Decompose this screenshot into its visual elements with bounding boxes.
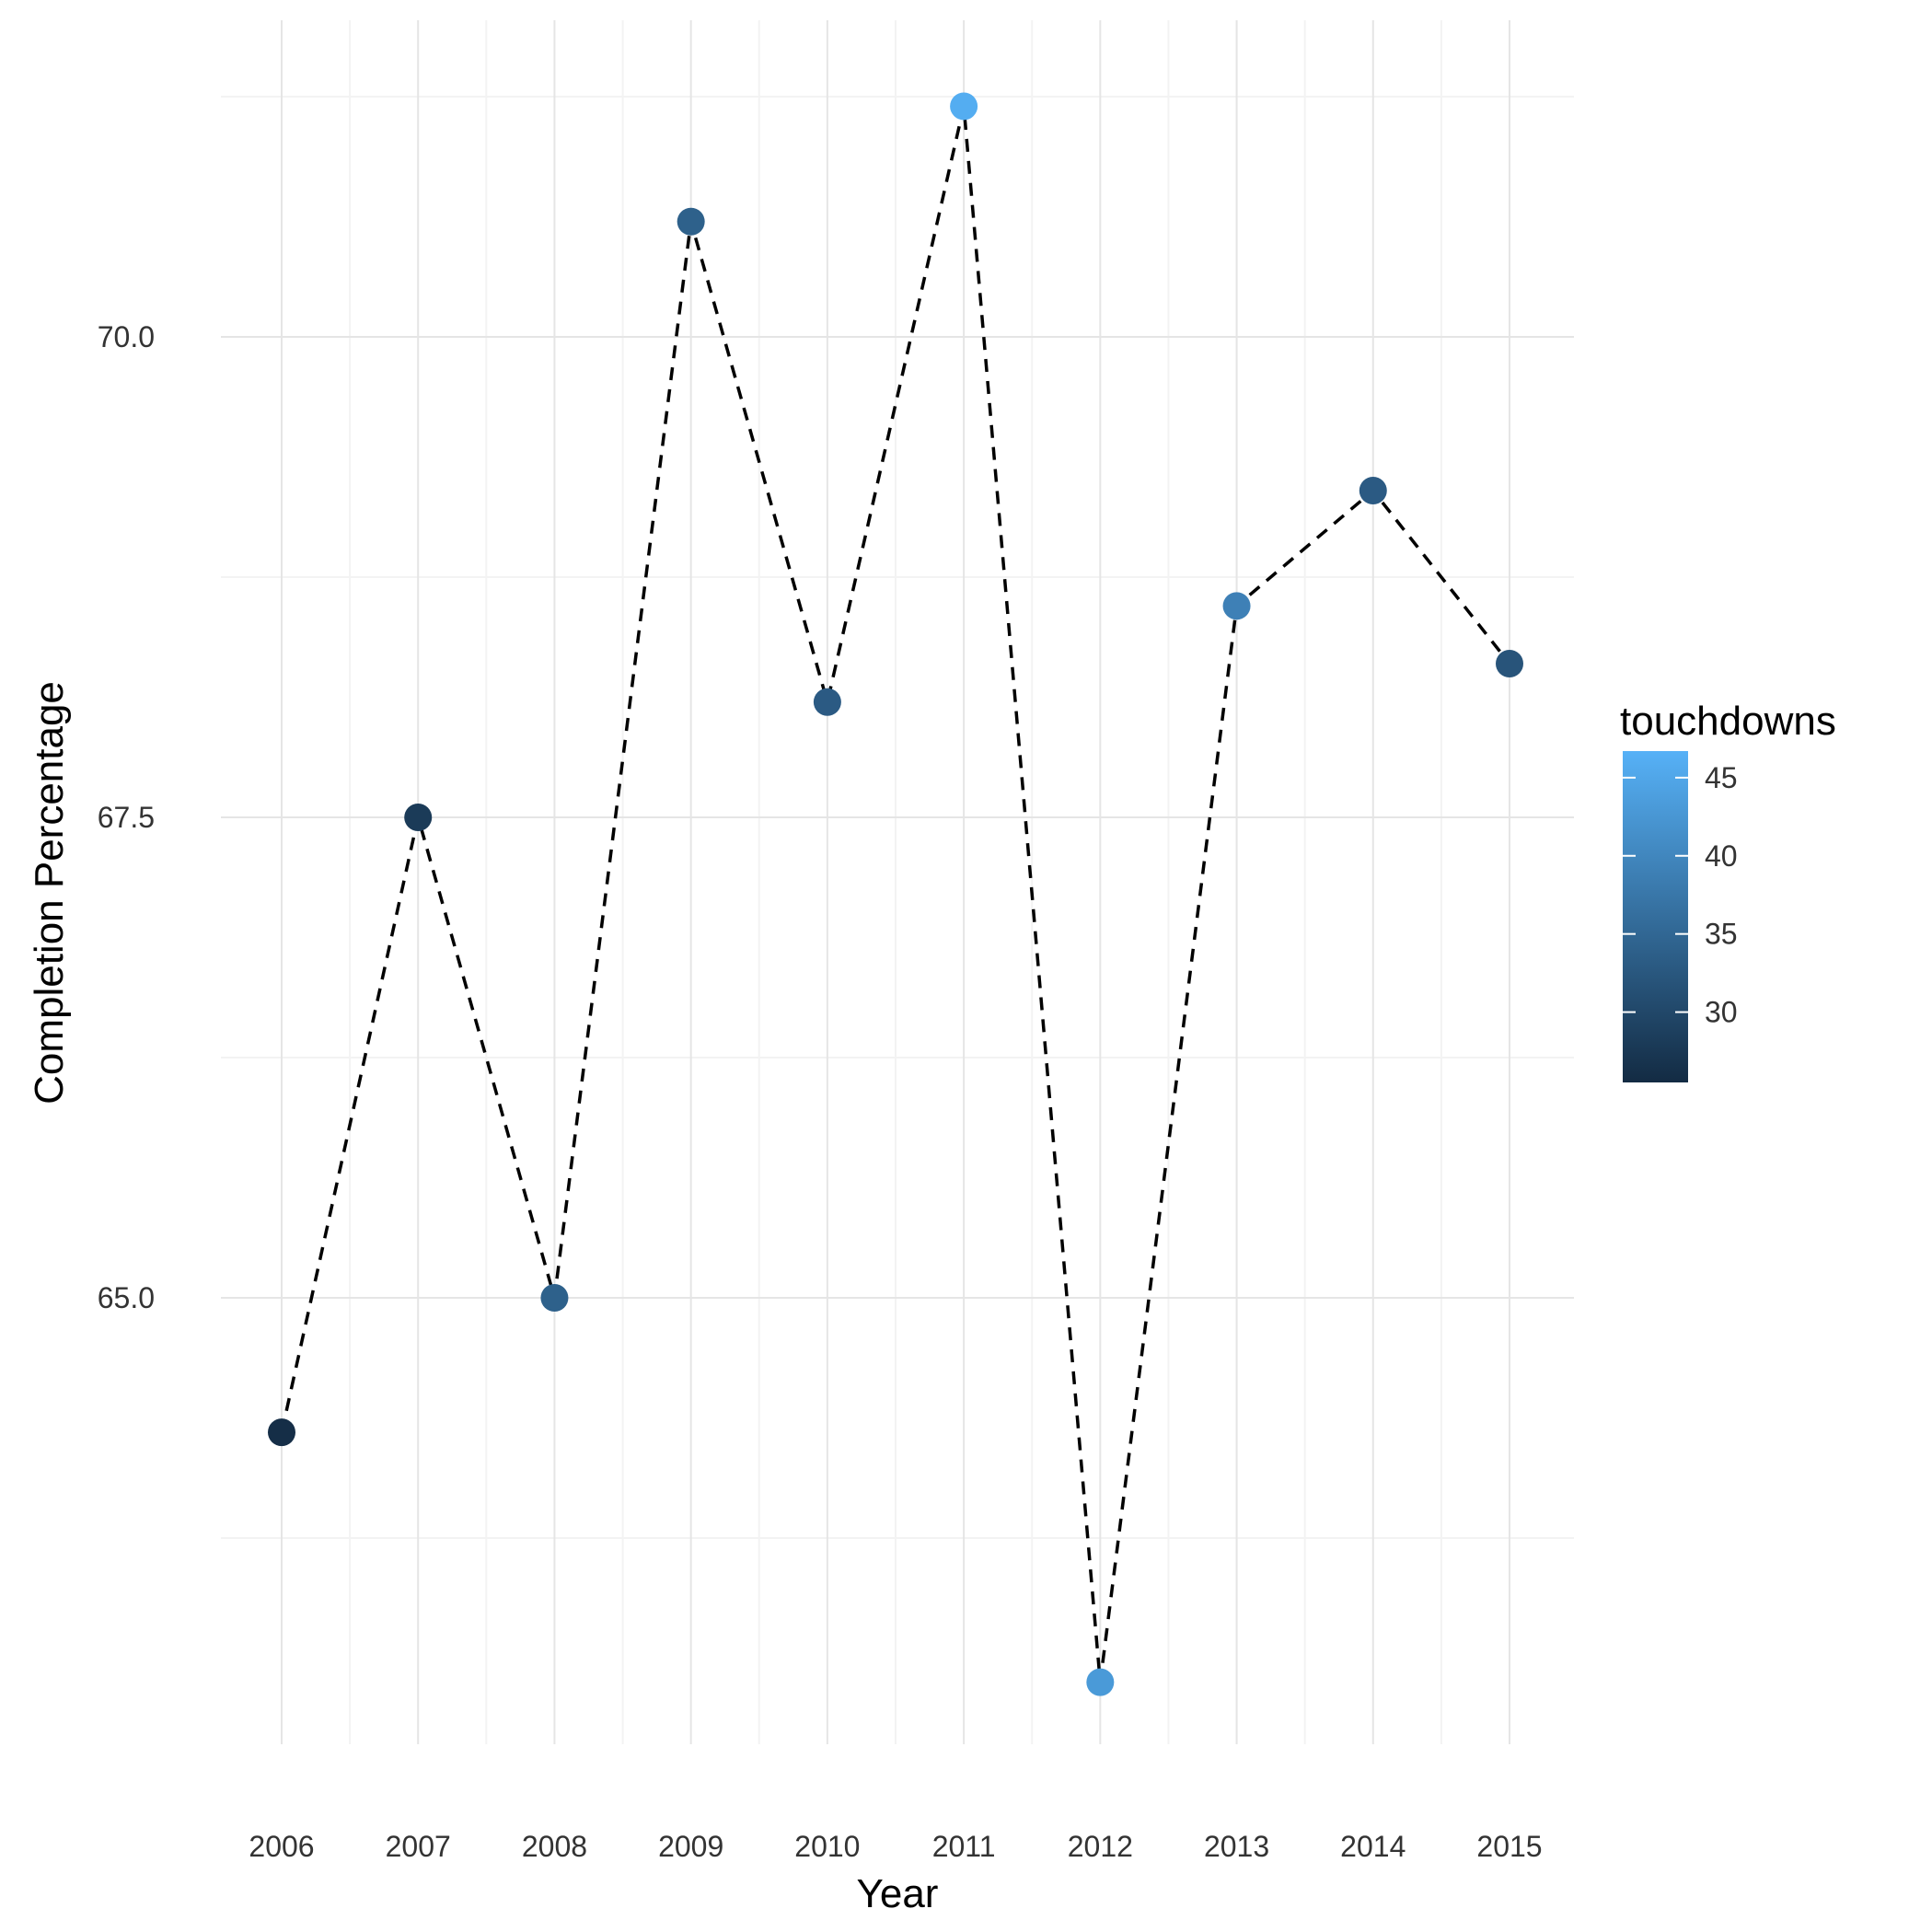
y-tick-label: 67.5 <box>98 801 155 834</box>
x-tick-label: 2010 <box>794 1830 860 1863</box>
data-point <box>404 804 433 831</box>
y-axis-title: Completion Percentage <box>27 681 72 1105</box>
data-point <box>1222 592 1251 620</box>
x-axis-title: Year <box>857 1871 939 1916</box>
x-tick-label: 2007 <box>386 1830 451 1863</box>
legend-tick-label: 35 <box>1705 918 1738 951</box>
series-line <box>280 106 1511 1683</box>
legend-tick-label: 30 <box>1705 996 1738 1029</box>
data-point <box>813 688 841 716</box>
x-tick-label: 2012 <box>1068 1830 1133 1863</box>
x-tick-label: 2008 <box>522 1830 587 1863</box>
y-tick-label: 65.0 <box>98 1281 155 1314</box>
data-point <box>1086 1668 1115 1696</box>
legend: touchdowns 30 35 40 45 <box>1620 699 1836 1082</box>
x-tick-label: 2009 <box>658 1830 723 1863</box>
x-tick-label: 2014 <box>1340 1830 1406 1863</box>
legend-tick-label: 45 <box>1705 761 1738 794</box>
x-tick-label: 2006 <box>249 1830 314 1863</box>
minor-gridlines <box>221 20 1574 1744</box>
major-gridlines <box>221 20 1574 1744</box>
legend-title: touchdowns <box>1620 699 1836 744</box>
data-point <box>950 92 978 121</box>
x-tick-label: 2013 <box>1204 1830 1269 1863</box>
data-point <box>1496 649 1523 677</box>
x-tick-label: 2015 <box>1476 1830 1542 1863</box>
data-point <box>268 1418 295 1447</box>
data-point <box>677 207 705 236</box>
series-polyline <box>280 106 1511 1683</box>
y-tick-label: 70.0 <box>98 320 155 353</box>
x-tick-labels: 2006 2007 2008 2009 2010 2011 2012 2013 2014 2015 <box>249 1830 1542 1863</box>
data-points <box>268 92 1523 1696</box>
data-point <box>540 1284 569 1312</box>
legend-tick-label: 40 <box>1705 839 1738 873</box>
legend-ticks: 30 35 40 45 <box>1623 761 1738 1029</box>
legend-colorbar <box>1623 751 1688 1082</box>
data-point <box>1359 477 1387 505</box>
x-tick-label: 2011 <box>932 1830 996 1863</box>
y-tick-labels: 65.0 67.5 70.0 <box>98 320 155 1314</box>
